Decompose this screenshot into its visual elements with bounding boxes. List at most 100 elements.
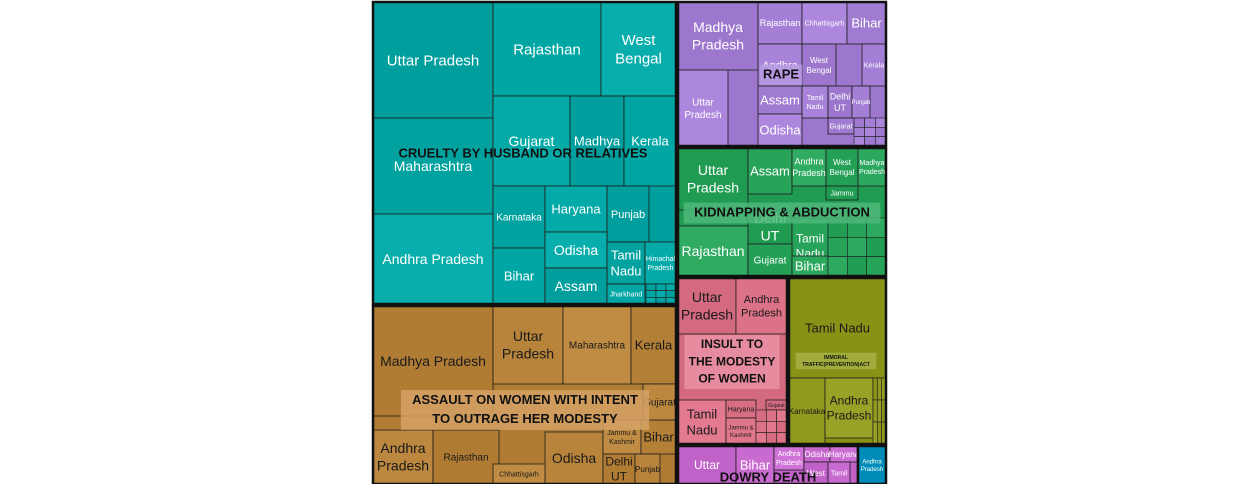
cell-label: Chhattisgarh: [499, 471, 539, 478]
small-cell: [853, 136, 865, 147]
cell-kerala[interactable]: [630, 305, 677, 385]
cell-jammu[interactable]: [825, 185, 859, 201]
cell-uttar-pradesh[interactable]: [372, 1, 494, 119]
cell-maharashtra[interactable]: [372, 117, 494, 215]
cell-label: Madhya Pradesh: [380, 353, 486, 369]
cell-label: Assam: [760, 93, 800, 108]
cell-haryana[interactable]: [544, 185, 608, 233]
cell-label: Rajasthan: [681, 243, 744, 259]
cell-label: Andhra Pradesh: [377, 440, 429, 474]
cell-kerala[interactable]: [861, 43, 887, 87]
cell-uttar-pradesh[interactable]: [677, 277, 737, 335]
group-label: RAPE: [763, 67, 799, 82]
cell-odisha[interactable]: [544, 231, 608, 269]
cell-delhi-ut[interactable]: [827, 85, 853, 119]
cell-label: Madhya Pradesh: [859, 160, 885, 176]
group-border: [787, 276, 888, 446]
cell-label: Haryana: [551, 202, 601, 217]
cell-west-bengal[interactable]: [801, 43, 837, 87]
cell-andhra-pradesh[interactable]: [735, 277, 788, 335]
cell-delhi-ut[interactable]: [602, 453, 636, 484]
small-cell: [645, 283, 657, 291]
cell-tamil-nadu[interactable]: [801, 85, 829, 119]
cell-label: Uttar Pradesh: [681, 289, 733, 323]
cell-gujarat[interactable]: [747, 243, 793, 277]
group-border: [676, 0, 888, 148]
small-cell: [847, 256, 867, 277]
cell-label: Andhra Pradesh: [827, 394, 872, 423]
cell-chhattisgarh[interactable]: [492, 463, 546, 484]
group-label-background: [400, 390, 650, 430]
cell-maharashtra[interactable]: [562, 305, 632, 385]
cell-label: Andhra Pradesh: [792, 157, 826, 178]
small-cell: [645, 290, 657, 298]
cell-west-bengal[interactable]: [600, 1, 677, 97]
cell-odisha[interactable]: [757, 113, 803, 147]
cell-label: Madhya: [574, 134, 621, 149]
cell-tamil-nadu[interactable]: [606, 241, 646, 285]
small-cell: [766, 421, 777, 433]
cell-label: Punjab: [635, 465, 660, 474]
cell-label: Andhra Pradesh: [741, 294, 782, 320]
group-border: [856, 444, 888, 484]
cell-label: Rajasthan: [513, 41, 581, 58]
cell-madhya-pradesh[interactable]: [857, 147, 887, 187]
cell-label: Haryana: [829, 450, 860, 459]
cell-rajasthan[interactable]: [432, 429, 500, 484]
cell-label: Gujarat: [754, 256, 787, 267]
cell-bihar[interactable]: [492, 247, 546, 305]
cell-label: Tamil Nadu: [686, 406, 717, 437]
cell-label: Uttar Pradesh: [684, 97, 721, 121]
cell-uttar-pradesh[interactable]: [677, 69, 729, 147]
cell-label: Gujarat: [509, 133, 555, 149]
cell-andhra-pradesh[interactable]: [824, 377, 874, 439]
cell-kerala[interactable]: [623, 95, 677, 187]
small-cell: [655, 283, 667, 291]
cell-label: Tamil Nadu: [805, 321, 870, 336]
cell-tamil[interactable]: [827, 461, 851, 484]
group-label-background: [684, 334, 780, 390]
small-cell: [665, 290, 677, 298]
cell-andhra-pradesh[interactable]: [791, 147, 827, 187]
small-cell: [827, 237, 848, 257]
cell-andhra-pradesh[interactable]: [773, 445, 805, 471]
small-cell: [866, 237, 887, 257]
cell-label: Andhra Pradesh: [382, 251, 483, 267]
cell-label: Uttar Pradesh: [687, 162, 739, 196]
cell-label: Kerala: [864, 62, 884, 69]
small-cell: [655, 290, 667, 298]
cell-punjab[interactable]: [634, 453, 661, 484]
cell-rajasthan[interactable]: [677, 225, 749, 277]
cell-west-bengal[interactable]: [825, 147, 859, 187]
small-cell: [776, 421, 788, 433]
cell-label: Uttar Pradesh: [502, 328, 554, 362]
group-assault-on-women-with-intent-to-outrage-her-modesty: Madhya Pradesh Uttar Pradesh Maharashtra Ker…: [371, 304, 678, 484]
small-cell: [875, 127, 887, 137]
group-label-background: [759, 64, 803, 86]
small-cell: [776, 409, 788, 422]
cell-label: Odisha: [554, 242, 599, 258]
small-cell: [853, 117, 865, 128]
cell-label: West Bengal: [807, 56, 832, 75]
cell-punjab[interactable]: [606, 185, 650, 243]
cell-karnataka[interactable]: [492, 185, 546, 249]
small-cell: [847, 237, 867, 257]
small-cell: [877, 377, 882, 401]
small-cell: [766, 432, 777, 445]
cell-chhattisgarh[interactable]: [801, 1, 848, 45]
cell-label: Kerala: [635, 338, 673, 353]
small-cell: [872, 399, 878, 423]
small-cell: [776, 432, 788, 445]
cell-label: Himachal Pradesh: [646, 256, 676, 272]
cell-madhya[interactable]: [569, 95, 625, 187]
cell-assam[interactable]: [757, 85, 803, 115]
small-cell: [875, 136, 887, 147]
group-other: Andhra Pradesh: [856, 444, 888, 484]
cell-label: Uttar: [694, 458, 720, 472]
cell-assam[interactable]: [747, 147, 793, 195]
small-cell: [872, 421, 878, 445]
small-cell: [755, 421, 767, 433]
